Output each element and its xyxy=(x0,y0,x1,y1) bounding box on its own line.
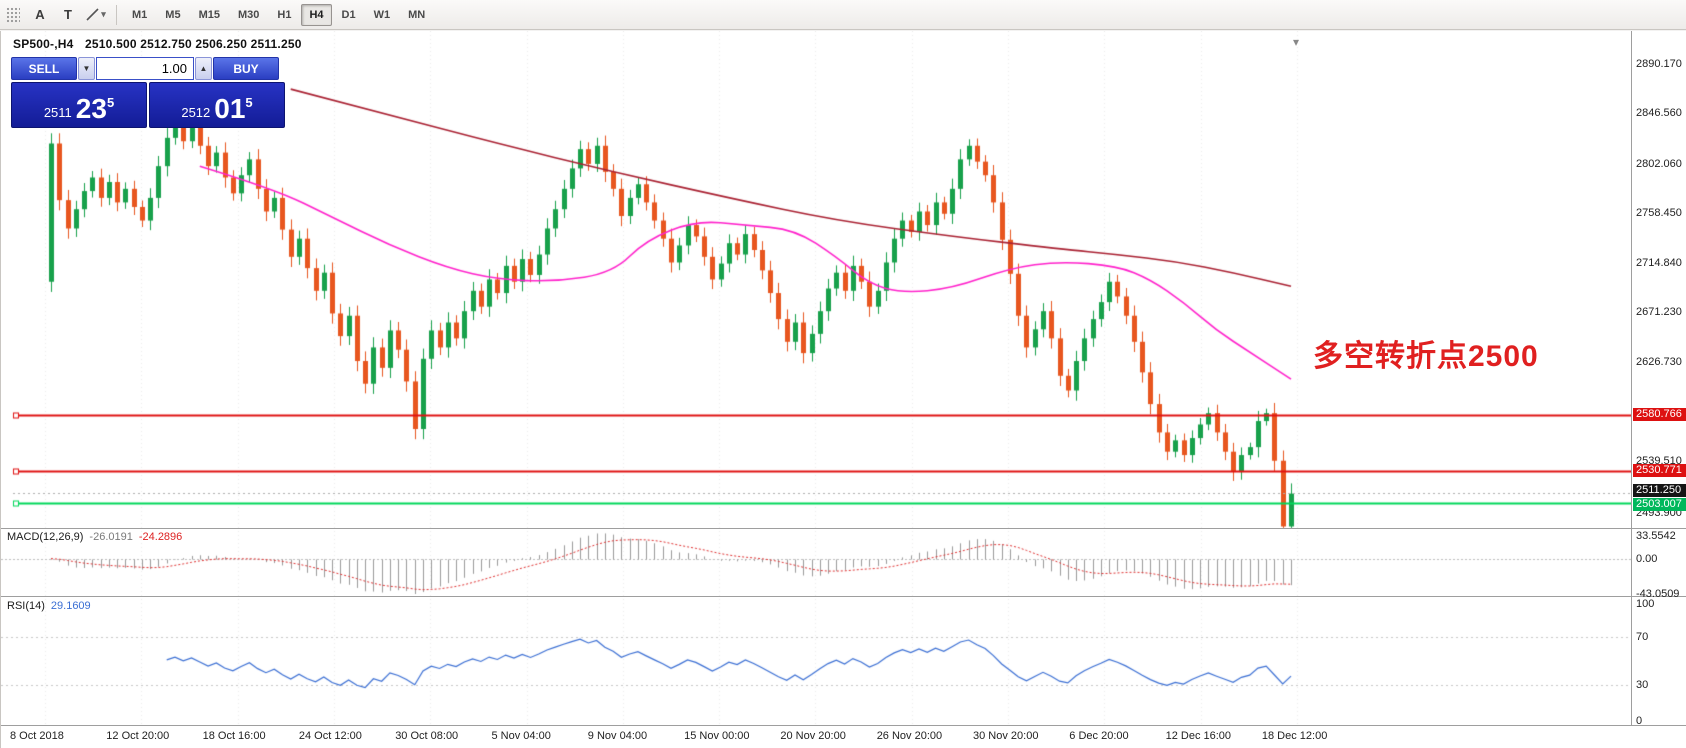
macd-name: MACD(12,26,9) xyxy=(7,531,84,543)
price-tick: 2671.230 xyxy=(1636,306,1682,319)
macd-value: -26.0191 xyxy=(89,531,133,543)
price-level-badge: 2503.007 xyxy=(1633,497,1686,511)
time-tick: 9 Nov 04:00 xyxy=(587,730,648,742)
symbol-timeframe: SP500-,H4 xyxy=(13,37,74,51)
timeframe-button-w1[interactable]: W1 xyxy=(366,4,399,26)
buy-button[interactable]: BUY xyxy=(213,57,279,80)
time-tick: 24 Oct 12:00 xyxy=(298,730,362,742)
sell-price-prefix: 2511 xyxy=(43,105,72,120)
macd-label: MACD(12,26,9) -26.0191 -24.2896 xyxy=(7,531,188,543)
price-tick: 2802.060 xyxy=(1636,157,1682,170)
timeframe-button-mn[interactable]: MN xyxy=(400,4,433,26)
time-tick: 30 Nov 20:00 xyxy=(973,730,1039,742)
shapes-tool-button[interactable]: ▾ xyxy=(83,3,109,27)
sell-button[interactable]: SELL xyxy=(11,57,77,80)
rsi-label: RSI(14) 29.1609 xyxy=(7,600,97,612)
cursor-tool-button[interactable]: A xyxy=(27,3,53,27)
chart-plot-canvas[interactable] xyxy=(1,31,1631,726)
time-tick: 12 Dec 16:00 xyxy=(1165,730,1232,742)
time-axis[interactable]: 8 Oct 2018 12 Oct 20:00 18 Oct 16:00 24 Oct… xyxy=(1,726,1686,748)
volume-decrease-button[interactable]: ▼ xyxy=(78,57,95,80)
sell-price-big: 23 xyxy=(75,93,107,124)
price-level-badge: 2530.771 xyxy=(1633,464,1686,478)
timeframe-button-m30[interactable]: M30 xyxy=(230,4,267,26)
macd-axis-tick: -43.0509 xyxy=(1636,588,1680,600)
price-axis-border xyxy=(1631,31,1632,726)
one-click-trade-panel: SELL ▼ ▲ BUY 2511 23 5 2512 01 5 xyxy=(11,57,285,128)
rsi-axis-tick: 100 xyxy=(1636,598,1655,610)
time-tick: 18 Oct 16:00 xyxy=(202,730,266,742)
price-level-badge: 2580.766 xyxy=(1633,407,1686,421)
time-tick: 15 Nov 00:00 xyxy=(684,730,750,742)
pane-separator[interactable] xyxy=(1,725,1686,726)
timeframe-button-h4[interactable]: H4 xyxy=(301,3,332,26)
timeframe-button-m15[interactable]: M15 xyxy=(191,4,228,26)
volume-input[interactable] xyxy=(96,57,194,80)
buy-quote-panel: 2512 01 5 xyxy=(149,82,285,128)
price-tick: 2890.170 xyxy=(1636,58,1682,70)
price-tick: 2846.560 xyxy=(1636,107,1682,120)
sell-price-pip: 5 xyxy=(106,95,115,110)
volume-increase-button[interactable]: ▲ xyxy=(195,57,212,80)
macd-signal-value: -24.2896 xyxy=(138,531,183,543)
chart-menu-dropdown-icon[interactable]: ▾ xyxy=(1293,35,1300,49)
buy-price-big: 01 xyxy=(214,93,246,124)
pane-separator[interactable] xyxy=(1,528,1686,529)
toolbar-drag-handle[interactable] xyxy=(6,6,20,23)
price-level-badge: 2511.250 xyxy=(1633,484,1686,498)
timeframe-button-h1[interactable]: H1 xyxy=(269,4,299,26)
time-tick: 30 Oct 08:00 xyxy=(395,730,459,742)
time-tick: 8 Oct 2018 xyxy=(10,730,64,742)
time-tick: 12 Oct 20:00 xyxy=(106,730,170,742)
toolbar-separator xyxy=(116,4,117,25)
pane-separator[interactable] xyxy=(1,596,1686,597)
rsi-name: RSI(14) xyxy=(7,600,45,612)
chart-window: SP500-,H4 2510.500 2512.750 2506.250 251… xyxy=(0,31,1686,748)
price-tick: 2714.840 xyxy=(1636,256,1682,269)
price-tick: 2758.450 xyxy=(1636,207,1682,220)
time-tick: 26 Nov 20:00 xyxy=(876,730,943,742)
rsi-value: 29.1609 xyxy=(50,600,91,612)
rsi-axis-tick: 30 xyxy=(1636,679,1649,691)
rsi-axis-tick: 0 xyxy=(1636,715,1643,727)
symbol-ohlc-label: SP500-,H4 2510.500 2512.750 2506.250 251… xyxy=(13,37,302,51)
timeframe-button-m5[interactable]: M5 xyxy=(157,4,188,26)
rsi-axis-tick: 70 xyxy=(1636,631,1649,643)
time-tick: 5 Nov 04:00 xyxy=(491,730,551,742)
timeframe-button-m1[interactable]: M1 xyxy=(124,4,155,26)
top-toolbar: A T ▾ M1 M5 M15 M30 H1 H4 D1 W1 MN xyxy=(0,0,1686,30)
macd-axis-tick: 33.5542 xyxy=(1636,530,1676,542)
time-tick: 6 Dec 20:00 xyxy=(1069,730,1129,742)
annotation-text[interactable]: 多空转折点2500 xyxy=(1313,340,1539,373)
chevron-down-icon: ▾ xyxy=(101,9,106,19)
ohlc-values: 2510.500 2512.750 2506.250 2511.250 xyxy=(85,37,302,51)
buy-price-prefix: 2512 xyxy=(181,105,211,120)
price-axis[interactable]: 2890.170 2846.560 2802.060 2758.450 2714.840… xyxy=(1633,31,1686,727)
time-tick: 20 Nov 20:00 xyxy=(780,730,846,742)
text-tool-button[interactable]: T xyxy=(55,3,81,27)
price-tick: 2626.730 xyxy=(1636,356,1682,369)
line-shape-icon xyxy=(86,8,99,21)
buy-price-pip: 5 xyxy=(245,95,253,110)
macd-axis-tick: 0.00 xyxy=(1636,552,1658,565)
sell-quote-panel: 2511 23 5 xyxy=(11,82,147,128)
timeframe-button-d1[interactable]: D1 xyxy=(334,4,364,26)
time-tick: 18 Dec 12:00 xyxy=(1261,730,1328,742)
